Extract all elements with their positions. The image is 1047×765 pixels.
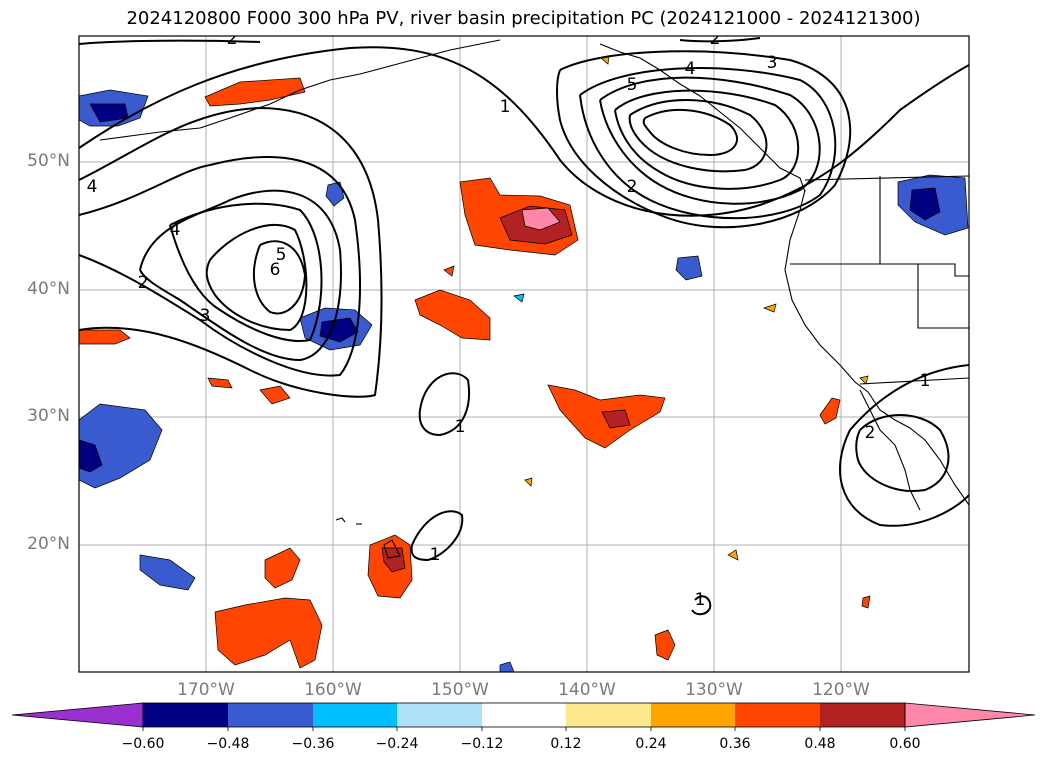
contour-label: 1 <box>920 371 931 391</box>
lat-label: 30°N <box>27 406 70 426</box>
contour-label: 2 <box>710 29 721 49</box>
colorbar-cell <box>11 702 144 728</box>
contour-label: 2 <box>138 273 149 293</box>
colorbar-cell <box>228 703 313 727</box>
colorbar-tick-label: −0.48 <box>206 736 250 752</box>
graticule <box>79 36 969 672</box>
contour-label: 2 <box>227 29 238 49</box>
colorbar-cell <box>482 703 566 727</box>
contour-label: 5 <box>276 245 287 265</box>
lon-label: 120°W <box>812 680 870 700</box>
colorbar-tick-label: 0.24 <box>635 736 667 752</box>
lon-label: 170°W <box>177 680 235 700</box>
contour-label: 6 <box>270 260 281 280</box>
lat-label: 20°N <box>27 534 70 554</box>
colorbar-cell <box>820 703 905 727</box>
contour-label: 4 <box>170 220 181 240</box>
contour-label: 1 <box>695 590 706 610</box>
precip-negative-blobs <box>79 89 969 672</box>
contour-label: 3 <box>200 306 211 326</box>
colorbar-cell <box>566 703 651 727</box>
colorbar-tick-label: −0.24 <box>375 736 419 752</box>
lat-label: 40°N <box>27 279 70 299</box>
plot-frame <box>78 35 970 673</box>
colorbar-tick-label: −0.12 <box>460 736 504 752</box>
colorbar-tick-label: 0.36 <box>719 736 751 752</box>
colorbar-cell <box>651 703 735 727</box>
contour-label: 1 <box>455 417 466 437</box>
colorbar-tick-label: 0.12 <box>550 736 582 752</box>
colorbar-cell <box>313 703 397 727</box>
colorbar-cell <box>904 702 1036 728</box>
contour-label: 1 <box>430 545 441 565</box>
map-title: 2024120800 F000 300 hPa PV, river basin … <box>126 8 921 29</box>
contour-label: 2 <box>865 423 876 443</box>
colorbar-tick-label: 0.48 <box>804 736 836 752</box>
contour-label: 2 <box>627 177 638 197</box>
colorbar-tick-label: −0.60 <box>121 736 165 752</box>
lon-label: 150°W <box>431 680 489 700</box>
colorbar-tick-label: −0.36 <box>291 736 335 752</box>
lon-label: 130°W <box>685 680 743 700</box>
contour-label: 5 <box>627 75 638 95</box>
coastlines <box>99 39 969 559</box>
contour-label: 1 <box>500 97 511 117</box>
colorbar-cell <box>735 703 820 727</box>
lat-label: 50°N <box>27 151 70 171</box>
plot-area <box>79 36 969 672</box>
colorbar-cell <box>397 703 482 727</box>
colorbar-cell <box>143 703 228 727</box>
lon-label: 160°W <box>304 680 362 700</box>
colorbar-tick-label: 0.60 <box>889 736 921 752</box>
precip-positive-blobs <box>79 55 871 669</box>
colorbar <box>11 702 1036 731</box>
contour-label: 4 <box>87 177 98 197</box>
contour-label: 3 <box>767 53 778 73</box>
contour-label: 4 <box>685 59 696 79</box>
pv-contours <box>79 37 969 616</box>
lon-label: 140°W <box>558 680 616 700</box>
pv-contour-labels: 2 2 1 3 5 4 4 2 5 6 4 2 3 1 1 1 2 1 <box>87 29 931 610</box>
